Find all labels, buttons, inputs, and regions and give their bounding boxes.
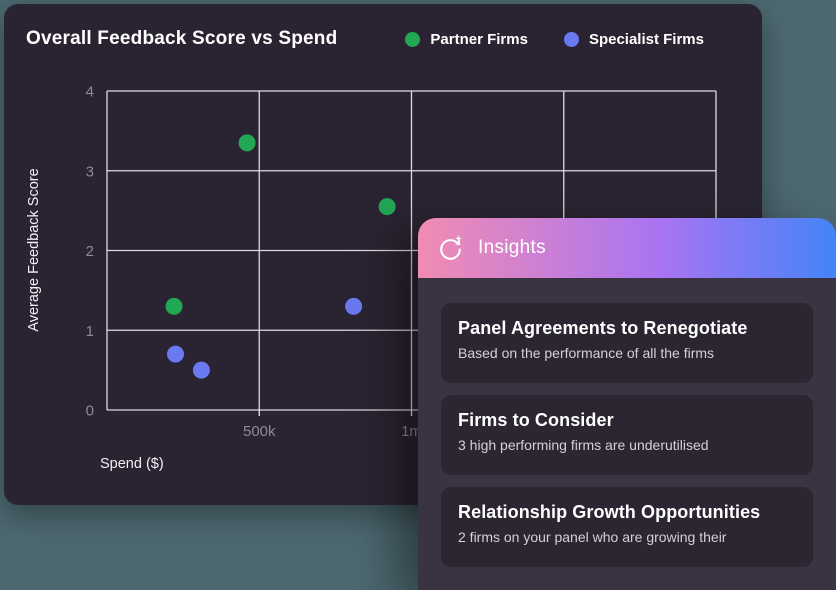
insight-card-panel-agreements[interactable]: Panel Agreements to Renegotiate Based on… [441,303,813,383]
legend-item-specialist-firms[interactable]: Specialist Firms [563,30,704,48]
refresh-sparkle-icon [440,235,462,260]
svg-text:3: 3 [86,163,94,180]
insights-panel-header: Insights [418,218,836,278]
insight-card-title: Relationship Growth Opportunities [458,502,761,522]
insight-card-relationship-growth[interactable]: Relationship Growth Opportunities 2 firm… [441,487,813,567]
chart-legend: Partner Firms Specialist Firms [405,31,704,48]
insights-card-list: Panel Agreements to Renegotiate Based on… [418,278,836,567]
chart-title: Overall Feedback Score vs Spend [26,28,338,49]
svg-text:0: 0 [86,403,94,420]
svg-text:2: 2 [86,243,94,260]
legend-label: Partner Firms [430,30,528,48]
partner-firms-dot-icon [405,31,421,47]
insight-card-subtitle: 3 high performing firms are underutilise… [458,437,709,453]
svg-text:1m: 1m [401,423,422,440]
insight-card-firms-to-consider[interactable]: Firms to Consider 3 high performing firm… [441,395,813,475]
insight-card-title: Panel Agreements to Renegotiate [458,318,748,338]
x-axis-label: Spend ($) [100,456,164,472]
legend-item-partner-firms[interactable]: Partner Firms [405,31,528,48]
insight-card-subtitle: 2 firms on your panel who are growing th… [458,529,727,545]
insight-card-subtitle: Based on the performance of all the firm… [458,345,715,361]
specialist-firms-dot-icon [563,31,579,47]
svg-text:500k: 500k [243,423,276,440]
insight-card-title: Firms to Consider [458,410,614,430]
chart-header: Overall Feedback Score vs Spend Partner … [26,28,740,50]
insights-panel: Insights Panel Agreements to Renegotiate… [418,218,836,590]
svg-text:4: 4 [86,84,94,101]
insights-panel-title: Insights [478,237,546,258]
svg-text:1: 1 [86,323,94,340]
legend-label: Specialist Firms [588,30,704,48]
